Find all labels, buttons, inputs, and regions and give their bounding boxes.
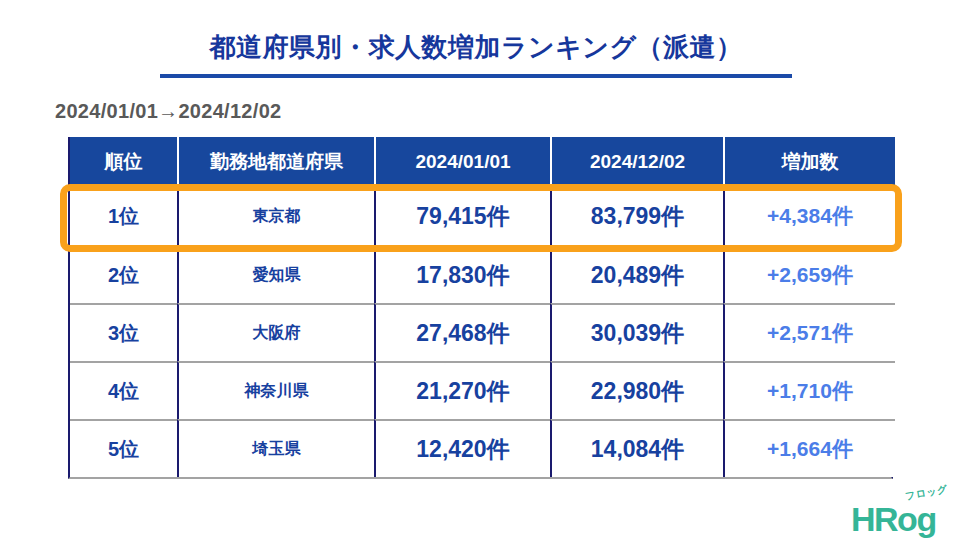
table-cell-increase: +4,384件 [723, 187, 895, 245]
page-title: 都道府県別・求人数増加ランキング（派遣） [160, 30, 792, 65]
page-title-underline: 都道府県別・求人数増加ランキング（派遣） [160, 30, 792, 78]
table-cell-count-end: 30,039件 [550, 303, 723, 361]
column-header-prefecture: 勤務地都道府県 [177, 137, 374, 187]
table-cell-rank: 1位 [70, 187, 177, 245]
table-cell-count-end: 20,489件 [550, 245, 723, 303]
table-cell-count-start: 12,420件 [374, 419, 550, 477]
table-cell-rank: 2位 [70, 245, 177, 303]
column-header-date-start: 2024/01/01 [374, 137, 550, 187]
period-range: 2024/01/01→2024/12/02 [55, 100, 282, 123]
table-cell-prefecture: 神奈川県 [177, 361, 374, 419]
table-cell-rank: 4位 [70, 361, 177, 419]
hrog-logo-text: HRog [851, 502, 936, 536]
table-cell-count-start: 17,830件 [374, 245, 550, 303]
table-cell-rank: 3位 [70, 303, 177, 361]
column-header-rank: 順位 [70, 137, 177, 187]
table-cell-rank: 5位 [70, 419, 177, 477]
table-cell-prefecture: 大阪府 [177, 303, 374, 361]
table-cell-count-end: 22,980件 [550, 361, 723, 419]
table-cell-increase: +1,664件 [723, 419, 895, 477]
table-cell-increase: +1,710件 [723, 361, 895, 419]
table-cell-increase: +2,659件 [723, 245, 895, 303]
column-header-increase: 増加数 [723, 137, 895, 187]
table-cell-prefecture: 愛知県 [177, 245, 374, 303]
table-cell-count-end: 14,084件 [550, 419, 723, 477]
table-cell-count-start: 21,270件 [374, 361, 550, 419]
hrog-logo: フロッグ HRog [851, 488, 946, 536]
table-cell-count-start: 79,415件 [374, 187, 550, 245]
table-cell-prefecture: 埼玉県 [177, 419, 374, 477]
ranking-table: 順位 勤務地都道府県 2024/01/01 2024/12/02 増加数 1位 … [68, 137, 893, 479]
column-header-date-end: 2024/12/02 [550, 137, 723, 187]
table-cell-prefecture: 東京都 [177, 187, 374, 245]
table-cell-increase: +2,571件 [723, 303, 895, 361]
table-cell-count-start: 27,468件 [374, 303, 550, 361]
table-cell-count-end: 83,799件 [550, 187, 723, 245]
